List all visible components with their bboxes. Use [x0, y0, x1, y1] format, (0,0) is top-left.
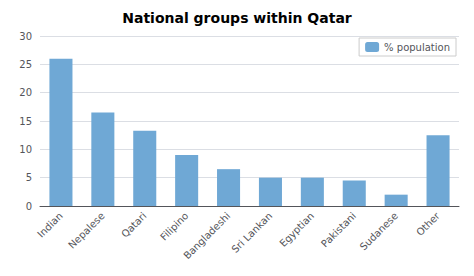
svg-text:% population: % population [384, 42, 450, 53]
svg-text:Bangladeshi: Bangladeshi [181, 210, 232, 261]
svg-text:10: 10 [19, 144, 32, 155]
svg-text:Sri Lankan: Sri Lankan [229, 210, 274, 255]
svg-text:0: 0 [26, 201, 32, 212]
svg-text:Indian: Indian [35, 210, 65, 240]
svg-text:Egyptian: Egyptian [277, 210, 316, 249]
svg-text:25: 25 [19, 59, 32, 70]
svg-text:5: 5 [26, 172, 32, 183]
svg-text:Nepalese: Nepalese [66, 210, 107, 251]
svg-text:Qatari: Qatari [119, 210, 149, 240]
svg-text:National groups within Qatar: National groups within Qatar [122, 10, 352, 26]
svg-text:30: 30 [19, 31, 32, 42]
svg-text:15: 15 [19, 116, 32, 127]
svg-text:20: 20 [19, 87, 32, 98]
svg-text:Pakistani: Pakistani [319, 210, 358, 249]
svg-text:Other: Other [414, 209, 442, 237]
svg-text:Sudanese: Sudanese [358, 210, 400, 252]
svg-text:Filipino: Filipino [158, 210, 190, 242]
